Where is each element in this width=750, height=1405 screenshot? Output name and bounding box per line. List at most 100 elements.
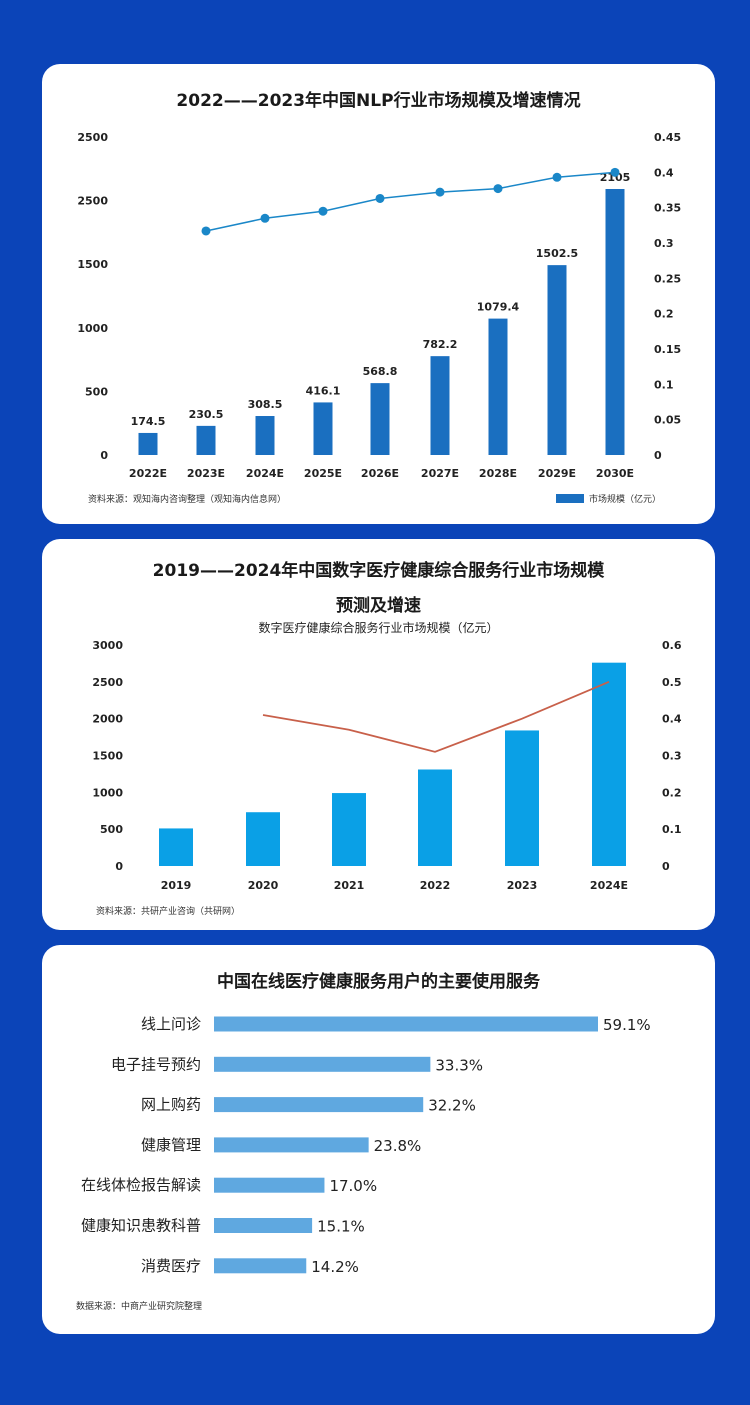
- category-label: 消费医疗: [141, 1257, 201, 1275]
- x-axis-tick: 2021: [334, 879, 365, 892]
- bar: [592, 662, 626, 866]
- bar: [214, 1056, 431, 1072]
- bar: [214, 1258, 307, 1274]
- right-axis-tick: 0.35: [654, 202, 681, 215]
- x-axis-tick: 2030E: [596, 467, 634, 480]
- right-axis-tick: 0.1: [662, 823, 682, 836]
- growth-rate-point: [610, 167, 620, 177]
- category-label: 健康知识患教科普: [81, 1217, 201, 1235]
- growth-rate-point: [552, 172, 562, 182]
- legend-swatch: [556, 494, 584, 503]
- left-axis-tick: 2000: [92, 713, 123, 726]
- right-axis-tick: 0: [654, 449, 662, 462]
- right-axis-tick: 0.4: [654, 166, 674, 179]
- x-axis-tick: 2022: [420, 879, 451, 892]
- category-label: 健康管理: [141, 1136, 201, 1154]
- growth-rate-line: [205, 171, 616, 232]
- category-label: 线上问诊: [141, 1015, 201, 1033]
- bar: [214, 1177, 325, 1193]
- growth-rate-point: [260, 213, 270, 223]
- bar: [214, 1137, 369, 1153]
- growth-rate-point: [318, 206, 328, 216]
- bar: [159, 828, 193, 866]
- legend-label: 市场规模（亿元）: [589, 493, 661, 505]
- source-note: 资料来源：观知海内咨询整理（观知海内信息网）: [88, 493, 286, 505]
- left-axis-tick: 2500: [92, 676, 123, 689]
- data-label: 2105: [600, 171, 631, 184]
- left-axis-tick: 500: [85, 385, 108, 398]
- data-label: 230.5: [189, 408, 224, 421]
- chart-subtitle: 数字医疗健康综合服务行业市场规模（亿元）: [258, 620, 498, 635]
- right-axis-tick: 0.05: [654, 414, 681, 427]
- chart-title-line1: 2019——2024年中国数字医疗健康综合服务行业市场规模: [153, 560, 606, 581]
- source-note: 数据来源：中商产业研究院整理: [76, 1300, 202, 1312]
- bar: [370, 383, 390, 455]
- bar: [214, 1016, 598, 1032]
- nlp-market-chart-card: 2022——2023年中国NLP行业市场规模及增速情况 0 500 1000 1500 2…: [42, 64, 715, 524]
- bar: [505, 730, 539, 866]
- data-label: 1079.4: [477, 301, 520, 314]
- bar: [605, 189, 625, 455]
- right-axis-tick: 0.45: [654, 131, 681, 144]
- right-axis-tick: 0: [662, 860, 670, 873]
- data-label: 568.8: [363, 365, 398, 378]
- value-label: 15.1%: [317, 1218, 365, 1236]
- value-label: 33.3%: [435, 1056, 483, 1074]
- right-axis-tick: 0.15: [654, 343, 681, 356]
- data-label: 782.2: [423, 338, 458, 351]
- left-axis-tick: 0: [115, 860, 123, 873]
- category-label: 在线体检报告解读: [81, 1176, 201, 1194]
- right-axis-tick: 0.6: [662, 639, 682, 652]
- data-label: 308.5: [248, 398, 283, 411]
- category-label: 电子挂号预约: [111, 1055, 201, 1073]
- left-axis-tick: 0: [100, 449, 108, 462]
- left-axis-tick: 2500: [77, 131, 108, 144]
- right-axis-tick: 0.4: [662, 713, 682, 726]
- growth-rate-line: [262, 681, 610, 753]
- right-axis-tick: 0.25: [654, 272, 681, 285]
- right-axis-tick: 0.1: [654, 378, 674, 391]
- bar: [488, 318, 508, 455]
- left-axis-tick: 1000: [77, 322, 108, 335]
- bar: [547, 265, 567, 455]
- x-axis-tick: 2027E: [421, 467, 459, 480]
- category-label: 网上购药: [141, 1096, 201, 1114]
- right-axis-tick: 0.2: [662, 786, 682, 799]
- value-label: 17.0%: [329, 1177, 377, 1195]
- bar: [138, 432, 158, 455]
- bar: [214, 1218, 313, 1233]
- source-note: 资料来源：共研产业咨询（共研网）: [96, 905, 240, 917]
- x-axis-tick: 2029E: [538, 467, 576, 480]
- x-axis-tick: 2025E: [304, 467, 342, 480]
- x-axis-tick: 2023: [507, 879, 538, 892]
- right-axis-tick: 0.5: [662, 676, 682, 689]
- left-axis-tick: 3000: [92, 639, 123, 652]
- growth-rate-point: [435, 187, 445, 197]
- value-label: 14.2%: [311, 1258, 359, 1276]
- left-axis-tick: 1000: [92, 786, 123, 799]
- x-axis-tick: 2020: [248, 879, 279, 892]
- growth-rate-point: [201, 226, 211, 236]
- chart-title-line2: 预测及增速: [336, 595, 421, 616]
- bar: [430, 356, 450, 455]
- x-axis-tick: 2022E: [129, 467, 167, 480]
- bar: [418, 769, 452, 866]
- chart-title: 2022——2023年中国NLP行业市场规模及增速情况: [176, 90, 580, 111]
- left-axis-tick: 2500: [77, 195, 108, 208]
- x-axis-tick: 2024E: [246, 467, 284, 480]
- data-label: 1502.5: [536, 247, 578, 260]
- online-health-services-chart-card: 中国在线医疗健康服务用户的主要使用服务线上问诊 59.1% 电子挂号预约 33.3% 网…: [42, 945, 715, 1334]
- data-label: 174.5: [131, 415, 166, 428]
- x-axis-tick: 2024E: [590, 879, 628, 892]
- left-axis-tick: 1500: [77, 258, 108, 271]
- x-axis-tick: 2023E: [187, 467, 225, 480]
- chart-title: 中国在线医疗健康服务用户的主要使用服务: [217, 971, 541, 992]
- x-axis-tick: 2019: [161, 879, 192, 892]
- bar: [313, 402, 333, 455]
- left-axis-tick: 1500: [92, 750, 123, 763]
- growth-rate-point: [375, 193, 385, 203]
- value-label: 59.1%: [603, 1016, 651, 1034]
- right-axis-tick: 0.3: [662, 750, 682, 763]
- value-label: 23.8%: [374, 1137, 422, 1155]
